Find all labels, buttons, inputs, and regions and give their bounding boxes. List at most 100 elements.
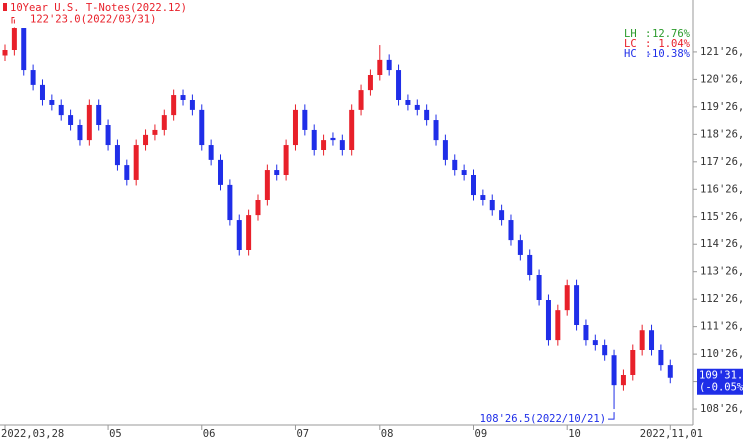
last-price-box <box>697 368 743 395</box>
stat-value: 12.76% <box>652 28 691 40</box>
low-annotation: 108'26.5(2022/10/21) <box>480 413 606 425</box>
x-tick-label: 09 <box>475 428 488 440</box>
last-price: 109'31.0 <box>699 370 743 382</box>
y-tick-label: 121'26,4 <box>700 46 743 58</box>
candle-body <box>124 165 130 180</box>
y-tick-label: 120'26,4 <box>700 73 743 85</box>
y-tick-label: 111'26,4 <box>700 321 743 333</box>
high-arrow <box>11 16 15 24</box>
candle-body <box>161 115 167 130</box>
candle-body <box>311 129 317 150</box>
x-tick-label: 05 <box>109 428 122 440</box>
chart-title: 10Year U.S. T-Notes(2022.12) <box>10 2 187 14</box>
candle-body <box>199 109 205 146</box>
stat-sep: : <box>645 38 651 50</box>
candle-body <box>171 95 177 116</box>
candle-body <box>264 170 270 200</box>
candle-body <box>527 254 533 275</box>
stat-value: 1.04% <box>658 38 690 50</box>
candle-body <box>480 195 486 200</box>
y-tick-label: 115'26,4 <box>700 211 743 223</box>
candle-body <box>96 104 102 125</box>
candle-body <box>620 375 626 386</box>
candle-body <box>39 84 45 100</box>
candle-body <box>189 100 195 110</box>
candle-body <box>564 285 570 311</box>
candle-body <box>386 59 392 71</box>
last-change: (-0.05%) <box>699 382 743 394</box>
x-tick-label: 2022,03,28 <box>1 428 64 440</box>
candle-body <box>508 220 514 241</box>
stat-value: -10.38% <box>646 48 691 60</box>
candle-body <box>11 28 17 50</box>
low-arrow <box>608 412 615 420</box>
y-tick-label: 114'26,4 <box>700 238 743 250</box>
candle-body <box>58 104 64 116</box>
candle-body <box>86 104 92 141</box>
y-tick-label: 118'26,4 <box>700 128 743 140</box>
candle-body <box>152 129 158 135</box>
candle-body <box>574 285 580 325</box>
candle-body <box>143 134 149 146</box>
y-tick-label: 117'26,4 <box>700 156 743 168</box>
candle-body <box>218 159 224 185</box>
candle-body <box>545 300 551 341</box>
candle-body <box>536 275 542 300</box>
candle-body <box>649 330 655 350</box>
high-annotation: 122'23.0(2022/03/31) <box>30 13 156 25</box>
candle-body <box>21 28 27 71</box>
candle-body <box>321 140 327 150</box>
candle-body <box>555 310 561 341</box>
candle-body <box>396 70 402 100</box>
candle-body <box>30 70 36 85</box>
x-tick-label: 07 <box>296 428 309 440</box>
x-tick-label: 10 <box>568 428 581 440</box>
candle-body <box>377 59 383 75</box>
candle-body <box>611 355 617 386</box>
candle-body <box>499 210 505 221</box>
x-tick-label: 08 <box>381 428 394 440</box>
y-tick-label: 119'26,4 <box>700 101 743 113</box>
candle-body <box>367 75 373 91</box>
legend-marker <box>3 3 7 11</box>
y-tick-label: 108'26,4 <box>700 403 743 415</box>
candle-body <box>424 109 430 121</box>
candle-body <box>339 140 345 150</box>
candle-body <box>227 184 233 221</box>
stat-name: LH <box>624 28 637 40</box>
candle-body <box>246 215 252 250</box>
candle-body <box>2 50 8 56</box>
candle-body <box>471 175 476 196</box>
candle-body <box>414 104 420 110</box>
candle-body <box>105 125 111 146</box>
candle-body <box>602 345 608 356</box>
y-tick-label: 113'26,4 <box>700 266 743 278</box>
stat-name: LC <box>624 38 637 50</box>
stat-sep: : <box>645 48 651 60</box>
candle-body <box>461 170 467 175</box>
candle-body <box>433 120 439 141</box>
candle-body <box>180 95 186 100</box>
candle-body <box>49 100 55 105</box>
candle-body <box>583 325 589 341</box>
candle-body <box>658 350 664 366</box>
candle-body <box>114 145 120 166</box>
candle-body <box>349 109 355 150</box>
x-tick-label: 06 <box>203 428 216 440</box>
candle-body <box>442 140 448 160</box>
candle-body <box>330 137 336 141</box>
candle-body <box>236 220 242 250</box>
candle-body <box>283 145 289 175</box>
candle-body <box>292 109 298 146</box>
stat-sep: : <box>645 28 651 40</box>
candle-body <box>405 100 411 105</box>
candle-body <box>667 365 673 378</box>
candle-body <box>630 350 636 375</box>
y-tick-label: 112'26,4 <box>700 293 743 305</box>
candle-body <box>274 170 280 175</box>
candle-body <box>358 90 364 110</box>
candle-body <box>489 200 495 211</box>
candle-body <box>68 115 74 125</box>
